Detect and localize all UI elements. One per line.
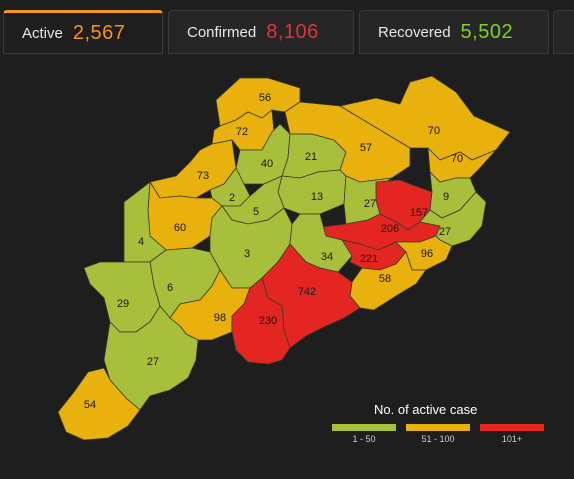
district-count-label: 54 <box>84 399 96 411</box>
tab-recovered[interactable]: Recovered 5,502 <box>359 10 549 54</box>
district-count-label: 40 <box>261 158 273 170</box>
legend-label-low: 1 - 50 <box>352 434 376 444</box>
district-count-label: 2 <box>229 192 235 204</box>
stat-tabs: Active 2,567 Confirmed 8,106 Recovered 5… <box>0 0 574 56</box>
tab-active-label: Active <box>22 24 63 42</box>
district-count-label: 56 <box>259 92 271 104</box>
legend-swatch-mid <box>406 424 470 431</box>
district-count-label: 72 <box>236 126 248 138</box>
tab-confirmed[interactable]: Confirmed 8,106 <box>168 10 354 54</box>
legend-swatch-high <box>480 424 544 431</box>
tab-recovered-label: Recovered <box>378 23 451 41</box>
district-count-label: 230 <box>259 315 277 327</box>
district-count-label: 96 <box>421 248 433 260</box>
district-count-label: 73 <box>197 170 209 182</box>
district-count-label: 70 <box>428 125 440 137</box>
district-count-label: 13 <box>311 191 323 203</box>
district-map: 56 72 70 70 40 21 57 73 13 2 5 27 157 9 60 4 206 27 3 34 221… <box>0 56 574 474</box>
tab-recovered-value: 5,502 <box>460 20 514 43</box>
district-count-label: 3 <box>244 248 250 260</box>
map-legend: No. of active case 1 - 50 51 - 100 101+ <box>330 402 550 446</box>
district-count-label: 6 <box>167 282 173 294</box>
legend-label-mid: 51 - 100 <box>421 434 455 444</box>
district-count-label: 5 <box>253 206 259 218</box>
district-count-label: 27 <box>147 356 159 368</box>
legend-title: No. of active case <box>374 402 478 417</box>
district-count-label: 60 <box>174 222 186 234</box>
district-region[interactable] <box>231 277 291 365</box>
tab-more[interactable] <box>553 10 574 54</box>
district-count-label: 21 <box>305 151 317 163</box>
legend-label-high: 101+ <box>501 434 523 444</box>
district-count-label: 221 <box>360 253 378 265</box>
tab-active-value: 2,567 <box>72 21 126 44</box>
district-count-label: 57 <box>360 142 372 154</box>
district-count-label: 27 <box>439 226 451 238</box>
legend-swatch-low <box>332 424 396 431</box>
district-count-label: 742 <box>298 286 316 298</box>
district-count-label: 29 <box>117 298 129 310</box>
legend-item-mid: 51 - 100 <box>406 424 470 444</box>
district-count-label: 34 <box>321 251 333 263</box>
district-count-label: 98 <box>214 312 226 324</box>
district-count-label: 9 <box>443 191 449 203</box>
district-count-label: 4 <box>138 236 144 248</box>
tab-confirmed-value: 8,106 <box>266 20 319 43</box>
district-count-label: 27 <box>364 198 376 210</box>
map-svg: 56 72 70 70 40 21 57 73 13 2 5 27 157 9 60 4 206 27 3 34 221… <box>57 75 511 441</box>
district-count-label: 58 <box>379 273 391 285</box>
tab-active[interactable]: Active 2,567 <box>3 10 163 54</box>
legend-item-low: 1 - 50 <box>332 424 396 444</box>
district-count-label: 206 <box>381 223 399 235</box>
tab-confirmed-label: Confirmed <box>187 23 257 41</box>
district-count-label: 70 <box>451 153 463 165</box>
legend-item-high: 101+ <box>480 424 544 444</box>
district-count-label: 157 <box>410 207 428 219</box>
district-region[interactable] <box>57 367 141 441</box>
